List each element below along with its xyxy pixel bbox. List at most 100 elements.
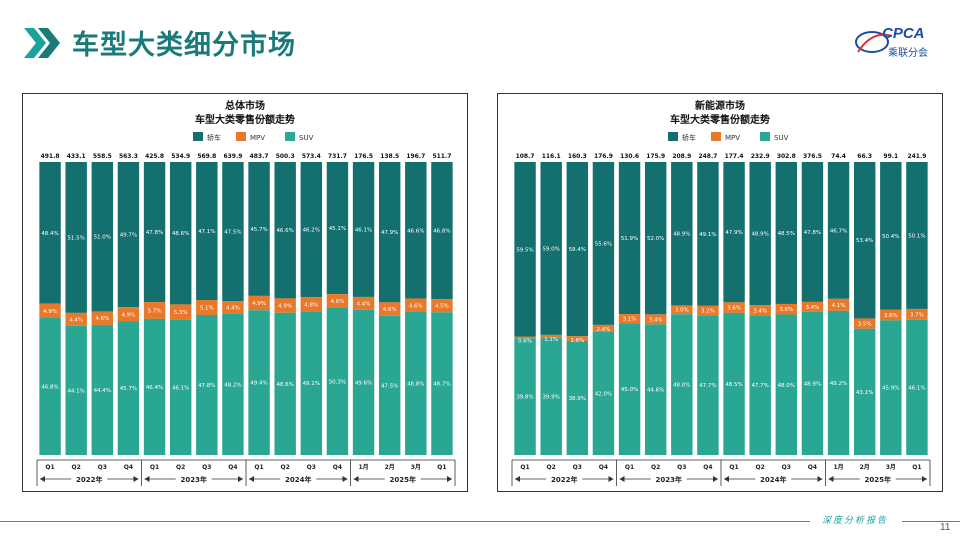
chevron-right-icon	[24, 28, 60, 58]
footer-label: 深度分析报告	[822, 516, 889, 526]
data-label-suv: 49.4%	[250, 381, 267, 387]
data-label-sedan: 48.9%	[751, 232, 768, 238]
data-label-sedan: 46.6%	[407, 228, 424, 234]
data-label-sedan: 48.9%	[673, 232, 690, 238]
chart-title: 总体市场	[225, 99, 265, 112]
data-label-sedan: 49.1%	[699, 232, 716, 238]
data-label-mpv: 3.6%	[884, 313, 898, 319]
x-tick-label: Q1	[520, 464, 529, 471]
bar-total-label: 483.7	[250, 153, 269, 160]
group-arrowhead-left	[353, 476, 359, 482]
data-label-sedan: 46.1%	[355, 227, 372, 233]
bar-segment-sedan	[801, 162, 824, 302]
group-arrowhead-right	[713, 476, 718, 482]
data-label-sedan: 53.4%	[856, 238, 873, 244]
legend-swatch	[193, 132, 203, 141]
bar-segment-suv	[326, 307, 349, 455]
bar-segment-suv	[906, 319, 928, 455]
bar-segment-sedan	[880, 162, 902, 310]
bar-segment-sedan	[91, 162, 114, 312]
bar-segment-suv	[697, 315, 719, 455]
data-label-suv: 48.2%	[224, 382, 241, 388]
bar-total-label: 558.5	[93, 153, 112, 160]
bar-total-label: 232.9	[751, 153, 770, 160]
bar-segment-suv	[65, 325, 87, 455]
data-label-suv: 43.1%	[856, 390, 873, 396]
data-label-sedan: 47.8%	[804, 230, 821, 236]
bar-total-label: 491.8	[41, 153, 60, 160]
data-label-suv: 39.8%	[516, 395, 533, 401]
bar-segment-mpv	[39, 303, 61, 319]
bar-segment-mpv	[906, 308, 928, 320]
data-label-suv: 48.7%	[433, 382, 450, 388]
bar-total-label: 248.7	[698, 153, 717, 160]
bar-total-label: 99.1	[883, 153, 898, 160]
bar-segment-mpv	[644, 314, 667, 325]
bar-segment-suv	[405, 312, 427, 455]
data-label-suv: 46.1%	[172, 385, 189, 391]
x-tick-label: 3月	[886, 463, 896, 471]
bar-total-label: 433.1	[67, 153, 86, 160]
bar-segment-mpv	[352, 296, 375, 310]
bar-total-label: 160.3	[568, 153, 587, 160]
data-label-suv: 46.4%	[146, 385, 163, 391]
x-tick-label: Q2	[176, 464, 185, 471]
group-arrowhead-left	[619, 476, 625, 482]
legend-label: 轿车	[682, 133, 696, 142]
x-tick-label: Q4	[124, 464, 133, 471]
group-label: 2022年	[551, 475, 577, 484]
bar-segment-suv	[618, 323, 641, 455]
data-label-sedan: 47.8%	[146, 230, 163, 236]
group-arrowhead-right	[342, 476, 348, 482]
data-label-mpv: 4.4%	[69, 317, 83, 323]
data-label-sedan: 52.0%	[647, 236, 664, 242]
group-arrowhead-right	[447, 476, 452, 482]
bar-segment-mpv	[749, 305, 771, 316]
group-arrowhead-left	[249, 476, 254, 482]
bar-segment-sedan	[514, 162, 536, 337]
bar-total-label: 66.3	[857, 153, 872, 160]
data-label-mpv: 3.6%	[779, 307, 793, 313]
x-tick-label: 1月	[358, 463, 368, 471]
data-label-sedan: 49.7%	[120, 233, 137, 239]
data-label-mpv: 4.8%	[304, 302, 318, 308]
data-label-mpv: 4.4%	[357, 301, 371, 307]
legend-swatch	[285, 132, 295, 141]
data-label-mpv: 5.3%	[174, 310, 188, 316]
bar-segment-suv	[853, 328, 876, 455]
bar-segment-sedan	[749, 162, 771, 306]
legend-label: SUV	[299, 134, 314, 142]
bar-segment-sedan	[431, 162, 453, 300]
data-label-sedan: 51.5%	[67, 235, 84, 241]
bar-segment-mpv	[723, 302, 745, 313]
bar-segment-sedan	[378, 162, 401, 303]
bar-segment-suv	[431, 312, 453, 455]
data-label-suv: 47.7%	[699, 383, 716, 389]
bar-segment-mpv	[248, 295, 270, 311]
footer-divider	[0, 521, 960, 522]
bar-segment-sedan	[274, 162, 296, 299]
bar-segment-sedan	[723, 162, 745, 303]
group-label: 2022年	[76, 475, 102, 484]
bar-total-label: 116.1	[542, 153, 561, 160]
data-label-mpv: 3.1%	[623, 317, 637, 323]
bar-segment-suv	[827, 310, 850, 455]
bar-segment-sedan	[618, 162, 641, 315]
data-label-suv: 48.0%	[673, 383, 690, 389]
legend-swatch	[236, 132, 246, 141]
bar-segment-suv	[222, 313, 244, 455]
bar-segment-suv	[300, 311, 323, 455]
data-label-suv: 44.6%	[647, 388, 664, 394]
data-label-mpv: 4.1%	[832, 303, 846, 309]
x-tick-label: Q1	[437, 464, 446, 471]
bar-segment-sedan	[592, 162, 615, 325]
chart-title: 新能源市场	[695, 99, 745, 112]
group-arrowhead-right	[608, 476, 614, 482]
bar-total-label: 500.3	[276, 153, 295, 160]
bar-segment-sedan	[196, 162, 218, 301]
bar-total-label: 511.7	[432, 153, 451, 160]
data-label-suv: 47.5%	[381, 383, 398, 389]
bar-segment-sedan	[566, 162, 589, 337]
bar-segment-sedan	[143, 162, 166, 303]
